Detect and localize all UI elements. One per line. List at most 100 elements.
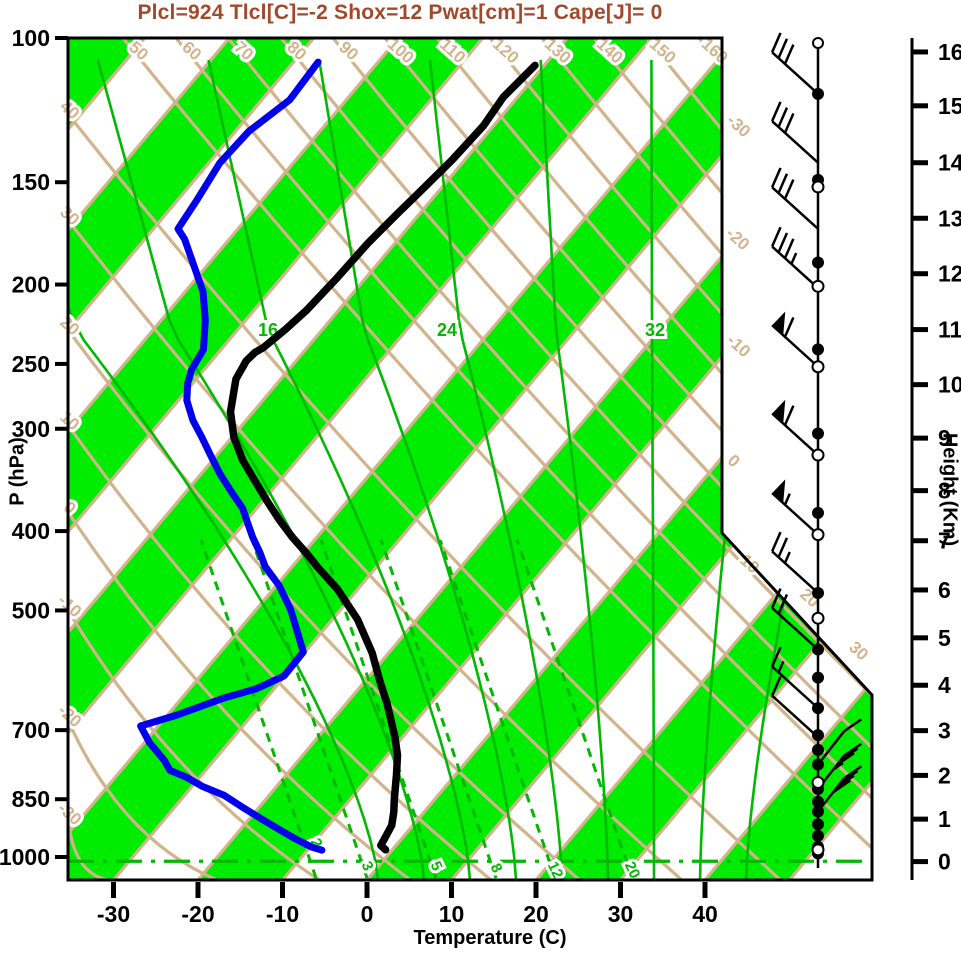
dry-adiabat-label: 60 <box>178 38 205 65</box>
height-tick-label: 0 <box>938 849 951 875</box>
temperature-tick-label: 10 <box>439 901 465 927</box>
barb-pennant <box>772 479 786 504</box>
barb-full-feather <box>839 747 859 762</box>
barb-pennant <box>772 311 786 336</box>
barb-full-feather <box>843 765 862 780</box>
pressure-tick-label: 150 <box>12 169 50 195</box>
station-dot-filled <box>812 506 824 519</box>
height-tick-label: 1 <box>938 806 951 832</box>
moist-adiabat-label: 24 <box>437 320 457 340</box>
station-dot-filled <box>812 343 824 356</box>
station-dot-filled <box>812 795 824 808</box>
station-dot-filled <box>812 427 824 440</box>
barb-full-feather <box>836 774 855 789</box>
barb-full-feather <box>839 770 859 785</box>
dry-adiabat-line <box>68 219 683 880</box>
temperature-tick-label: -20 <box>181 901 214 927</box>
barb-shaft <box>817 777 846 813</box>
green-isotherm-band <box>68 38 821 880</box>
isotherm-line <box>68 38 654 880</box>
barb-full-feather <box>770 32 782 53</box>
barb-full-feather <box>770 646 782 668</box>
dry-adiabat-label: 90 <box>335 38 362 65</box>
barb-full-feather <box>770 167 782 188</box>
moist-adiabat-label: 32 <box>645 320 665 340</box>
barb-full-feather <box>783 112 795 134</box>
pressure-tick-label: 300 <box>12 416 50 442</box>
station-dot-open <box>811 528 825 542</box>
barb-full-feather <box>836 752 855 767</box>
moist-adiabat-line <box>96 59 426 880</box>
pressure-tick-label: 1000 <box>0 844 50 870</box>
pressure-tick-label: 700 <box>12 717 50 743</box>
station-dot-open <box>811 775 825 789</box>
temperature-tick-label: 40 <box>692 901 718 927</box>
barb-full-feather <box>777 173 789 194</box>
barb-full-feather <box>770 675 782 697</box>
skewt-background <box>68 38 872 880</box>
mixing-ratio-line <box>250 539 369 879</box>
isotherm-line <box>112 38 823 880</box>
height-tick-label: 15 <box>938 93 961 119</box>
height-tick-label: 10 <box>938 372 961 398</box>
barb-shaft <box>771 120 819 164</box>
moist-adiabat-line <box>317 59 518 880</box>
pressure-tick-label: 250 <box>12 351 50 377</box>
isotherm-label: -10 <box>723 331 754 362</box>
station-dot-filled <box>812 758 824 771</box>
pressure-tick-label: 100 <box>12 25 50 51</box>
barb-full-feather <box>783 405 795 426</box>
moist-adiabat-line <box>539 59 610 880</box>
pressure-tick-label: 200 <box>12 272 50 298</box>
isotherm-line <box>68 38 231 880</box>
barb-shaft <box>771 186 819 230</box>
barb-shaft <box>771 51 819 95</box>
mixing-ratio-line <box>438 539 557 879</box>
barb-full-feather <box>770 588 782 609</box>
station-dot-open <box>811 448 825 462</box>
mixing-ratio-line <box>515 539 634 879</box>
temperature-tick-label: 20 <box>523 901 549 927</box>
dry-adiabat-line <box>68 329 581 880</box>
height-tick-label: 12 <box>938 261 961 287</box>
barb-full-feather <box>777 537 789 558</box>
temperature-tick-label: -10 <box>266 901 299 927</box>
height-tick-label: 14 <box>938 150 961 176</box>
station-dot-open <box>811 360 825 374</box>
dry-adiabat-line <box>68 609 320 880</box>
height-tick-label: 13 <box>938 205 961 231</box>
height-tick-label: 7 <box>938 528 951 554</box>
barb-full-feather <box>783 238 795 259</box>
isotherm-line <box>68 38 485 880</box>
barb-shaft <box>771 607 819 651</box>
barb-shaft <box>771 550 819 594</box>
barb-full-feather <box>843 718 862 733</box>
staff-top-marker <box>812 37 824 49</box>
height-tick-label: 6 <box>938 577 951 603</box>
station-dot-open <box>811 279 825 293</box>
green-isotherm-band <box>536 38 872 880</box>
isotherm-label: -20 <box>722 224 753 255</box>
pressure-tick-label: 500 <box>12 597 50 623</box>
temperature-tick-label: 0 <box>361 901 374 927</box>
green-isotherm-band <box>68 38 652 880</box>
moist-adiabat-line <box>428 59 564 880</box>
chart-title: Plcl=924 Tlcl[C]=-2 Shox=12 Pwat[cm]=1 C… <box>137 1 663 24</box>
barb-full-feather <box>783 179 795 200</box>
mixing-ratio-line <box>319 539 438 879</box>
isotherm-line <box>619 38 872 880</box>
barb-full-feather <box>777 38 789 59</box>
station-dot-open <box>811 180 825 194</box>
dry-adiabat-line <box>68 511 412 880</box>
green-isotherm-band <box>68 38 314 880</box>
dry-adiabat-line <box>68 719 218 880</box>
barb-full-feather <box>783 317 795 338</box>
moist-adiabat-line <box>68 59 380 880</box>
barb-half-feather <box>783 493 791 506</box>
station-dot-filled <box>812 256 824 269</box>
barb-full-feather <box>777 232 789 253</box>
height-tick-label: 8 <box>938 478 951 504</box>
station-dot-filled <box>812 586 824 599</box>
moist-adiabat-line <box>207 59 472 880</box>
